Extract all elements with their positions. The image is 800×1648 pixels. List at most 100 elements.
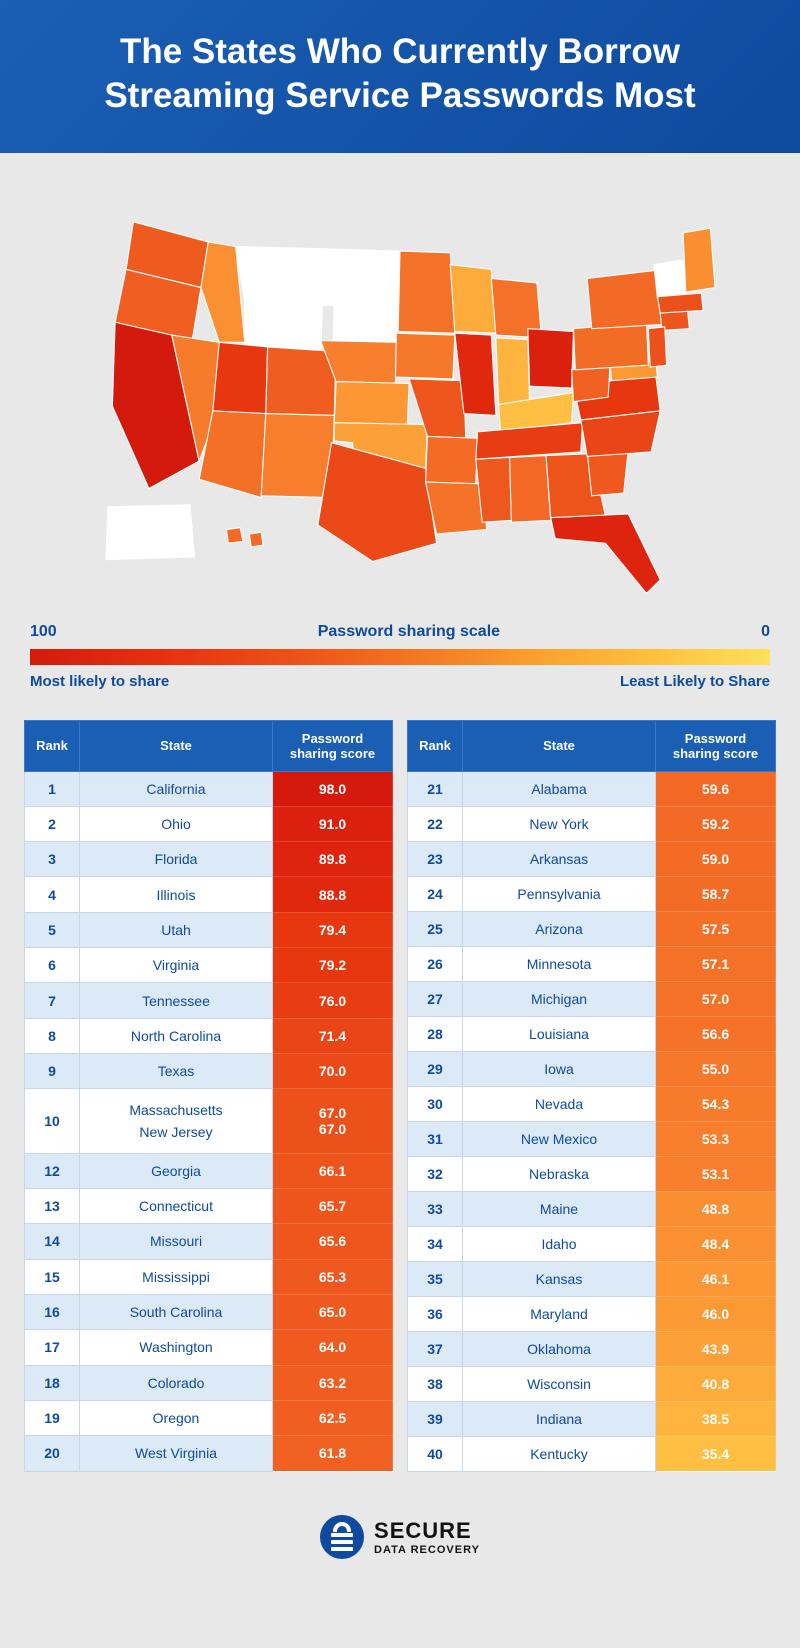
cell-state: Connecticut [80,1188,273,1223]
scale-min: 0 [761,623,770,641]
cell-score: 55.0 [656,1051,776,1086]
state-wi [450,264,496,332]
cell-rank: 38 [408,1366,463,1401]
table-row: 15Mississippi65.3 [25,1259,393,1294]
state-al [510,455,551,522]
cell-state: New Mexico [463,1121,656,1156]
th-score: Password sharing score [656,720,776,771]
cell-rank: 6 [25,948,80,983]
cell-score: 65.6 [273,1224,393,1259]
table-row: 18Colorado63.2 [25,1365,393,1400]
table-row: 8North Carolina71.4 [25,1018,393,1053]
cell-rank: 12 [25,1153,80,1188]
table-row: 12Georgia66.1 [25,1153,393,1188]
state-sc [587,450,628,496]
state-tn [476,422,583,459]
table-row: 21Alabama59.6 [408,771,776,806]
cell-score: 59.0 [656,841,776,876]
table-row: 14Missouri65.6 [25,1224,393,1259]
cell-rank: 29 [408,1051,463,1086]
cell-state: Georgia [80,1153,273,1188]
scale-max: 100 [30,623,57,641]
cell-rank: 16 [25,1294,80,1329]
scale-section: 100 Password sharing scale 0 Most likely… [0,613,800,710]
cell-score: 58.7 [656,876,776,911]
cell-rank: 24 [408,876,463,911]
table-row: 32Nebraska53.1 [408,1156,776,1191]
table-row: 19Oregon62.5 [25,1400,393,1435]
cell-score: 56.6 [656,1016,776,1051]
cell-state: Oklahoma [463,1331,656,1366]
cell-score: 46.1 [656,1261,776,1296]
cell-state: California [80,771,273,806]
table-row: 6Virginia79.2 [25,948,393,983]
table-row: 34Idaho48.4 [408,1226,776,1261]
cell-score: 54.3 [656,1086,776,1121]
table-row: 30Nevada54.3 [408,1086,776,1121]
cell-state: Nevada [463,1086,656,1121]
state-mt [236,246,336,305]
table-row: 23Arkansas59.0 [408,841,776,876]
table-row: 40Kentucky35.4 [408,1436,776,1471]
logo-text: SECURE DATA RECOVERY [374,1518,480,1556]
state-in [496,337,530,405]
cell-state: Kentucky [463,1436,656,1471]
cell-rank: 35 [408,1261,463,1296]
cell-score: 35.4 [656,1436,776,1471]
state-ak [106,504,195,559]
cell-score: 63.2 [273,1365,393,1400]
cell-rank: 10 [25,1089,80,1153]
cell-score: 53.1 [656,1156,776,1191]
state-ut [213,342,268,415]
cell-rank: 14 [25,1224,80,1259]
cell-score: 65.0 [273,1294,393,1329]
map-wrap [30,178,770,598]
cell-score: 70.0 [273,1054,393,1089]
cell-rank: 27 [408,981,463,1016]
cell-rank: 7 [25,983,80,1018]
state-sd [333,294,398,341]
cell-rank: 13 [25,1188,80,1223]
cell-state: Arizona [463,911,656,946]
state-co [266,346,336,414]
cell-score: 91.0 [273,806,393,841]
table-row: 10MassachusettsNew Jersey67.067.0 [25,1089,393,1153]
table-row: 5Utah79.4 [25,912,393,947]
th-rank: Rank [408,720,463,771]
cell-state: North Carolina [80,1018,273,1053]
state-oh [528,328,574,387]
scale-top: 100 Password sharing scale 0 [30,623,770,641]
cell-rank: 23 [408,841,463,876]
cell-score: 57.0 [656,981,776,1016]
cell-rank: 5 [25,912,80,947]
state-ia [395,333,454,379]
us-map [60,178,740,598]
cell-rank: 15 [25,1259,80,1294]
cell-rank: 8 [25,1018,80,1053]
table-row: 26Minnesota57.1 [408,946,776,981]
cell-rank: 3 [25,842,80,877]
header: The States Who Currently Borrow Streamin… [0,0,800,153]
state-la [426,482,487,534]
table-row: 2Ohio91.0 [25,806,393,841]
ranking-table-left: Rank State Password sharing score 1Calif… [24,720,393,1472]
cell-state: Texas [80,1054,273,1089]
cell-score: 89.8 [273,842,393,877]
th-state: State [463,720,656,771]
cell-score: 71.4 [273,1018,393,1053]
table-row: 20West Virginia61.8 [25,1436,393,1471]
cell-rank: 40 [408,1436,463,1471]
cell-state: Alabama [463,771,656,806]
cell-rank: 1 [25,771,80,806]
cell-rank: 33 [408,1191,463,1226]
table-row: 3Florida89.8 [25,842,393,877]
scale-bar [30,649,770,665]
cell-score: 57.1 [656,946,776,981]
state-ms [476,457,512,522]
cell-state: MassachusettsNew Jersey [80,1089,273,1153]
cell-rank: 19 [25,1400,80,1435]
cell-score: 79.4 [273,912,393,947]
table-row: 13Connecticut65.7 [25,1188,393,1223]
cell-score: 48.8 [656,1191,776,1226]
state-nm [261,413,334,497]
